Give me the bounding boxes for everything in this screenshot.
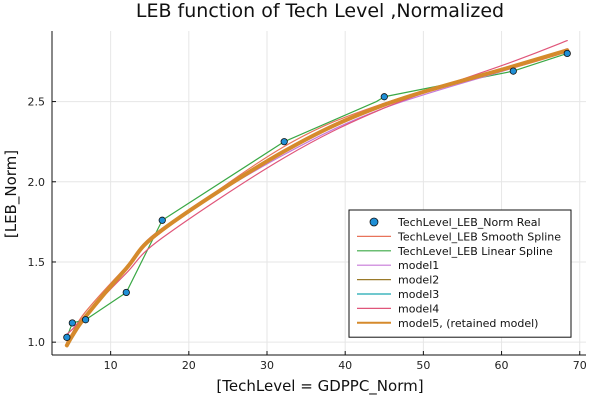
y-axis-label: [LEB_Norm] [2,150,21,238]
legend-marker [369,217,379,227]
data-point [280,138,288,146]
tick-labels: 10 20 30 40 50 60 70 1.0 1.5 2.0 2.5 [28,96,587,372]
y-tick-label: 2.0 [28,176,46,189]
x-tick-label: 50 [416,359,430,372]
x-tick-label: 70 [573,359,587,372]
data-point [82,316,90,324]
series-line-7 [64,48,570,348]
x-tick-label: 40 [338,359,352,372]
x-axis-label: [TechLevel = GDPPC_Norm] [216,377,423,396]
data-point [158,216,166,224]
y-tick-label: 2.5 [28,96,46,109]
data-point [68,319,76,327]
series-lines [64,40,570,348]
axes [51,31,586,356]
y-tick-label: 1.5 [28,256,46,269]
legend-box [348,209,572,338]
x-tick-label: 60 [495,359,509,372]
data-point [63,333,71,341]
x-tick-label: 30 [260,359,274,372]
x-tick-label: 10 [104,359,118,372]
data-point [509,67,517,75]
legend-entry: TechLevel_LEB Linear Spline [397,245,553,258]
y-tick-label: 1.0 [28,336,46,349]
legend-entry: TechLevel_LEB Smooth Spline [397,230,561,243]
data-points [63,49,571,341]
data-point [563,49,571,58]
legend-entry: model4 [398,302,439,315]
legend-entry: model3 [398,288,439,301]
chart-title: LEB function of Tech Level ,Normalized [136,0,504,22]
legend-entry: model1 [398,259,439,272]
data-point [122,288,130,297]
legend-entry: model5, (retained model) [398,317,538,330]
legend-entry: TechLevel_LEB_Norm Real [397,216,541,229]
data-point [380,93,388,101]
x-tick-label: 20 [182,359,196,372]
legend-entry: model2 [398,274,439,287]
